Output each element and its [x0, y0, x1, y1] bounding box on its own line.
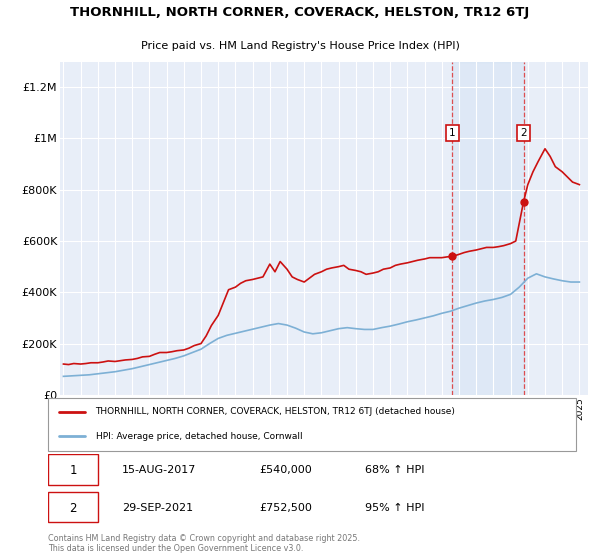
Text: 1: 1: [449, 128, 456, 138]
Text: 15-AUG-2017: 15-AUG-2017: [122, 465, 196, 475]
Text: 29-SEP-2021: 29-SEP-2021: [122, 503, 193, 513]
Text: Contains HM Land Registry data © Crown copyright and database right 2025.
This d: Contains HM Land Registry data © Crown c…: [48, 534, 360, 553]
Text: 2: 2: [520, 128, 527, 138]
Text: £752,500: £752,500: [259, 503, 312, 513]
Text: 68% ↑ HPI: 68% ↑ HPI: [365, 465, 424, 475]
Text: THORNHILL, NORTH CORNER, COVERACK, HELSTON, TR12 6TJ (detached house): THORNHILL, NORTH CORNER, COVERACK, HELST…: [95, 408, 455, 417]
Text: THORNHILL, NORTH CORNER, COVERACK, HELSTON, TR12 6TJ: THORNHILL, NORTH CORNER, COVERACK, HELST…: [70, 6, 530, 20]
FancyBboxPatch shape: [48, 398, 576, 451]
FancyBboxPatch shape: [48, 454, 98, 484]
Text: 2: 2: [70, 502, 77, 515]
Text: Price paid vs. HM Land Registry's House Price Index (HPI): Price paid vs. HM Land Registry's House …: [140, 41, 460, 51]
Bar: [452, 62, 524, 395]
Text: HPI: Average price, detached house, Cornwall: HPI: Average price, detached house, Corn…: [95, 432, 302, 441]
Text: 95% ↑ HPI: 95% ↑ HPI: [365, 503, 424, 513]
FancyBboxPatch shape: [48, 492, 98, 522]
Text: £540,000: £540,000: [259, 465, 312, 475]
Text: 1: 1: [70, 464, 77, 477]
